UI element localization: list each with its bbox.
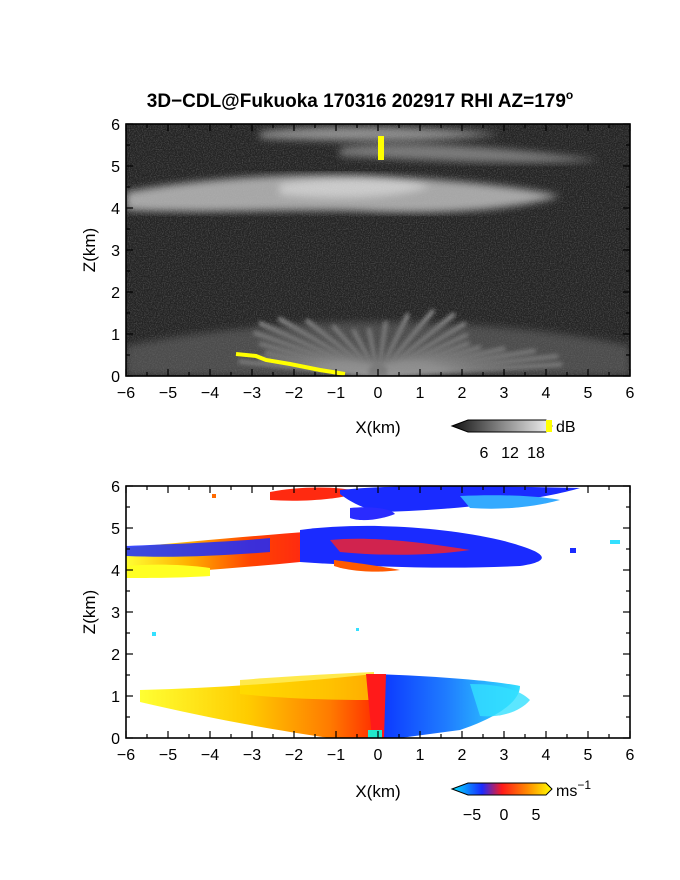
backscatter-colorbar-unit: dB — [556, 419, 576, 436]
x-tick-label: −5 — [159, 385, 177, 402]
backscatter-tick-labels: −6 −5 −4 −3 −2 −1 0 1 2 3 4 5 6 0 1 2 3 4 5 6 — [111, 117, 634, 402]
backscatter-colorbar-tick: 6 — [480, 445, 489, 462]
backscatter-ylabel: Z(km) — [80, 228, 99, 272]
x-tick-label: 3 — [500, 385, 509, 402]
velocity-tick-labels: −6 −5 −4 −3 −2 −1 0 1 2 3 4 5 6 0 1 2 3 4 5 6 — [111, 479, 634, 764]
y-tick-label: 1 — [111, 689, 120, 706]
backscatter-colorbar-tick: 12 — [501, 445, 519, 462]
x-tick-label: 6 — [626, 385, 635, 402]
x-tick-label: 2 — [458, 747, 467, 764]
velocity-colorbar-unit: ms−1 — [556, 778, 591, 800]
x-tick-label: −2 — [285, 385, 303, 402]
velocity-axis-ticks — [125, 485, 631, 739]
x-tick-label: 4 — [542, 385, 551, 402]
x-tick-label: 0 — [374, 747, 383, 764]
y-tick-label: 4 — [111, 563, 120, 580]
x-tick-label: −2 — [285, 747, 303, 764]
y-tick-label: 6 — [111, 117, 120, 134]
backscatter-colorbar: dB 6 12 18 — [450, 419, 576, 462]
velocity-colorbar-unit-exponent: −1 — [577, 778, 591, 792]
velocity-top-layer — [270, 486, 580, 521]
y-tick-label: 3 — [111, 605, 120, 622]
x-tick-label: 2 — [458, 385, 467, 402]
x-tick-label: −1 — [327, 747, 345, 764]
velocity-ylabel: Z(km) — [80, 590, 99, 634]
velocity-upper-layer — [126, 525, 542, 578]
x-tick-label: −3 — [243, 747, 261, 764]
velocity-panel: −6 −5 −4 −3 −2 −1 0 1 2 3 4 5 6 0 1 2 3 4 5 6 Z(km) X(km) m… — [80, 479, 635, 824]
y-tick-label: 6 — [111, 479, 120, 496]
velocity-colorbar: ms−1 −5 0 5 — [450, 778, 591, 824]
velocity-xlabel: X(km) — [355, 782, 400, 801]
y-tick-label: 5 — [111, 521, 120, 538]
y-tick-label: 2 — [111, 647, 120, 664]
x-tick-label: −3 — [243, 385, 261, 402]
y-tick-label: 0 — [111, 369, 120, 386]
velocity-colorbar-tick: 0 — [500, 807, 509, 824]
backscatter-axis-ticks — [125, 123, 631, 377]
x-tick-label: 5 — [584, 385, 593, 402]
backscatter-colorbar-tick: 18 — [527, 445, 545, 462]
y-tick-label: 4 — [111, 201, 120, 218]
velocity-image — [126, 486, 630, 738]
x-tick-label: −4 — [201, 747, 219, 764]
y-tick-label: 1 — [111, 327, 120, 344]
y-tick-label: 3 — [111, 243, 120, 260]
x-tick-label: −1 — [327, 385, 345, 402]
backscatter-image — [126, 124, 630, 376]
x-tick-label: 1 — [416, 747, 425, 764]
x-tick-label: −4 — [201, 385, 219, 402]
y-tick-label: 0 — [111, 731, 120, 748]
x-tick-label: 6 — [626, 747, 635, 764]
x-tick-label: 3 — [500, 747, 509, 764]
degree-superscript: o — [566, 88, 573, 102]
backscatter-xlabel: X(km) — [355, 418, 400, 437]
x-tick-label: −5 — [159, 747, 177, 764]
y-tick-label: 2 — [111, 285, 120, 302]
x-tick-label: −6 — [117, 747, 135, 764]
x-tick-label: −6 — [117, 385, 135, 402]
velocity-low-layer — [140, 672, 530, 738]
x-tick-label: 0 — [374, 385, 383, 402]
x-tick-label: 5 — [584, 747, 593, 764]
figure-title: 3D−CDL@Fukuoka 170316 202917 RHI AZ=179o — [147, 88, 574, 112]
velocity-colorbar-tick: 5 — [532, 807, 541, 824]
y-tick-label: 5 — [111, 159, 120, 176]
x-tick-label: 4 — [542, 747, 551, 764]
x-tick-label: 1 — [416, 385, 425, 402]
velocity-colorbar-tick: −5 — [463, 807, 481, 824]
